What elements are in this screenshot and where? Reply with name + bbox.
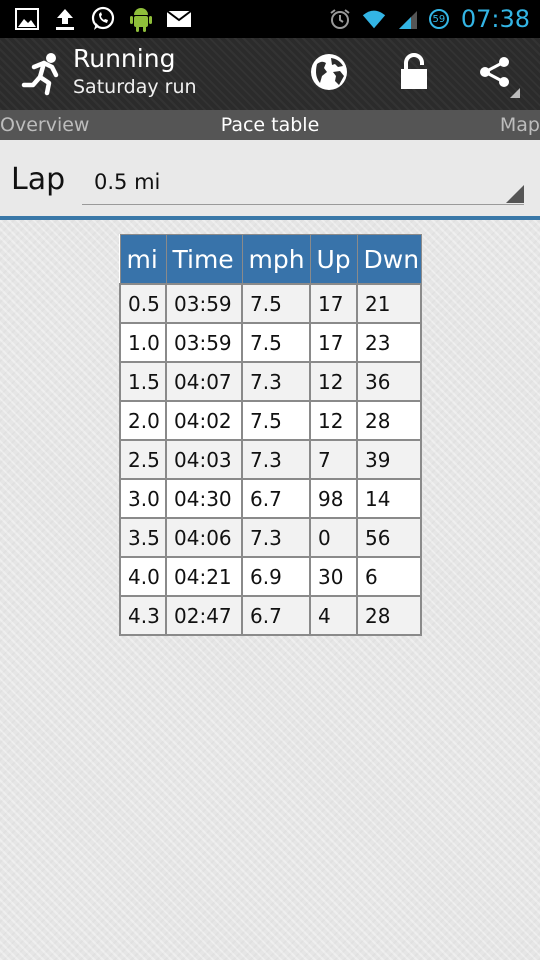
cell-mph: 7.3 <box>241 439 311 480</box>
tab-overview[interactable]: Overview <box>0 114 90 136</box>
cell-up: 17 <box>309 283 358 324</box>
android-icon <box>128 6 154 32</box>
running-person-icon[interactable] <box>20 50 66 96</box>
share-icon <box>477 54 513 94</box>
title-block: Running Saturday run <box>73 43 197 99</box>
cell-mph: 6.9 <box>241 556 311 597</box>
lap-selector-bar: Lap 0.5 mi <box>0 140 540 220</box>
cell-up: 4 <box>309 595 358 636</box>
column-header-mph: mph <box>241 234 311 285</box>
cell-mph: 7.5 <box>241 283 311 324</box>
table-row: 0.5 03:59 7.5 17 21 <box>119 283 422 324</box>
cell-down: 23 <box>356 322 422 363</box>
lock-button[interactable] <box>391 51 437 97</box>
cell-down: 28 <box>356 595 422 636</box>
cell-mph: 7.3 <box>241 517 311 558</box>
whatsapp-icon <box>90 6 116 32</box>
cell-time: 04:06 <box>165 517 243 558</box>
cell-down: 21 <box>356 283 422 324</box>
cell-time: 04:21 <box>165 556 243 597</box>
cell-up: 12 <box>309 361 358 402</box>
column-header-up: Up <box>309 234 358 285</box>
cell-down: 6 <box>356 556 422 597</box>
table-row: 4.3 02:47 6.7 4 28 <box>119 595 422 636</box>
gallery-icon <box>14 6 40 32</box>
cell-down: 56 <box>356 517 422 558</box>
tab-map[interactable]: Map <box>499 114 540 136</box>
table-row: 2.5 04:03 7.3 7 39 <box>119 439 422 480</box>
cell-time: 04:30 <box>165 478 243 519</box>
wifi-icon <box>361 6 387 32</box>
table-row: 4.0 04:21 6.9 30 6 <box>119 556 422 597</box>
cell-mi: 3.5 <box>119 517 167 558</box>
action-bar: Running Saturday run <box>0 38 540 110</box>
upload-icon <box>52 6 78 32</box>
cell-mph: 7.5 <box>241 400 311 441</box>
signal-icon <box>395 6 421 32</box>
globe-icon <box>309 52 349 96</box>
cell-down: 28 <box>356 400 422 441</box>
clock: 07:38 <box>460 5 530 33</box>
activity-subtitle: Saturday run <box>73 76 197 98</box>
cell-time: 04:02 <box>165 400 243 441</box>
cell-down: 14 <box>356 478 422 519</box>
battery-icon: 59 <box>428 9 449 29</box>
cell-mph: 7.5 <box>241 322 311 363</box>
cell-mph: 7.3 <box>241 361 311 402</box>
lap-label: Lap <box>11 162 66 197</box>
cell-up: 12 <box>309 400 358 441</box>
lock-icon <box>399 53 429 95</box>
share-button[interactable] <box>472 51 518 97</box>
table-row: 3.5 04:06 7.3 0 56 <box>119 517 422 558</box>
cell-mi: 2.5 <box>119 439 167 480</box>
table-row: 1.0 03:59 7.5 17 23 <box>119 322 422 363</box>
cell-up: 17 <box>309 322 358 363</box>
cell-mph: 6.7 <box>241 595 311 636</box>
cell-mi: 4.0 <box>119 556 167 597</box>
dropdown-caret-icon <box>506 185 524 203</box>
column-header-mi: mi <box>119 234 167 285</box>
alarm-icon <box>327 6 353 32</box>
tab-pace-table[interactable]: Pace table <box>220 114 320 136</box>
cell-mi: 4.3 <box>119 595 167 636</box>
table-row: 1.5 04:07 7.3 12 36 <box>119 361 422 402</box>
cell-up: 98 <box>309 478 358 519</box>
notification-icons <box>14 6 192 32</box>
app-title: Running <box>73 44 176 73</box>
cell-time: 04:03 <box>165 439 243 480</box>
cell-mi: 3.0 <box>119 478 167 519</box>
overflow-indicator-icon <box>510 88 520 98</box>
map-globe-button[interactable] <box>306 51 352 97</box>
column-header-time: Time <box>165 234 243 285</box>
cell-mi: 1.0 <box>119 322 167 363</box>
cell-up: 0 <box>309 517 358 558</box>
email-icon <box>166 6 192 32</box>
cell-mi: 1.5 <box>119 361 167 402</box>
cell-mi: 0.5 <box>119 283 167 324</box>
cell-time: 04:07 <box>165 361 243 402</box>
table-row: 3.0 04:30 6.7 98 14 <box>119 478 422 519</box>
cell-mph: 6.7 <box>241 478 311 519</box>
cell-down: 36 <box>356 361 422 402</box>
cell-time: 02:47 <box>165 595 243 636</box>
table-row: 2.0 04:02 7.5 12 28 <box>119 400 422 441</box>
cell-time: 03:59 <box>165 283 243 324</box>
pace-table: mi Time mph Up Dwn 0.5 03:59 7.5 17 21 1… <box>119 234 422 636</box>
cell-up: 7 <box>309 439 358 480</box>
column-header-down: Dwn <box>356 234 422 285</box>
cell-down: 39 <box>356 439 422 480</box>
cell-mi: 2.0 <box>119 400 167 441</box>
battery-level: 59 <box>432 13 446 25</box>
lap-distance-spinner[interactable]: 0.5 mi <box>82 164 524 205</box>
table-header-row: mi Time mph Up Dwn <box>119 234 422 285</box>
system-status: 59 07:38 <box>327 0 530 38</box>
tab-strip: Pace table Overview Map <box>0 110 540 140</box>
cell-time: 03:59 <box>165 322 243 363</box>
lap-distance-value: 0.5 mi <box>94 170 161 194</box>
cell-up: 30 <box>309 556 358 597</box>
status-bar: 59 07:38 <box>0 0 540 38</box>
